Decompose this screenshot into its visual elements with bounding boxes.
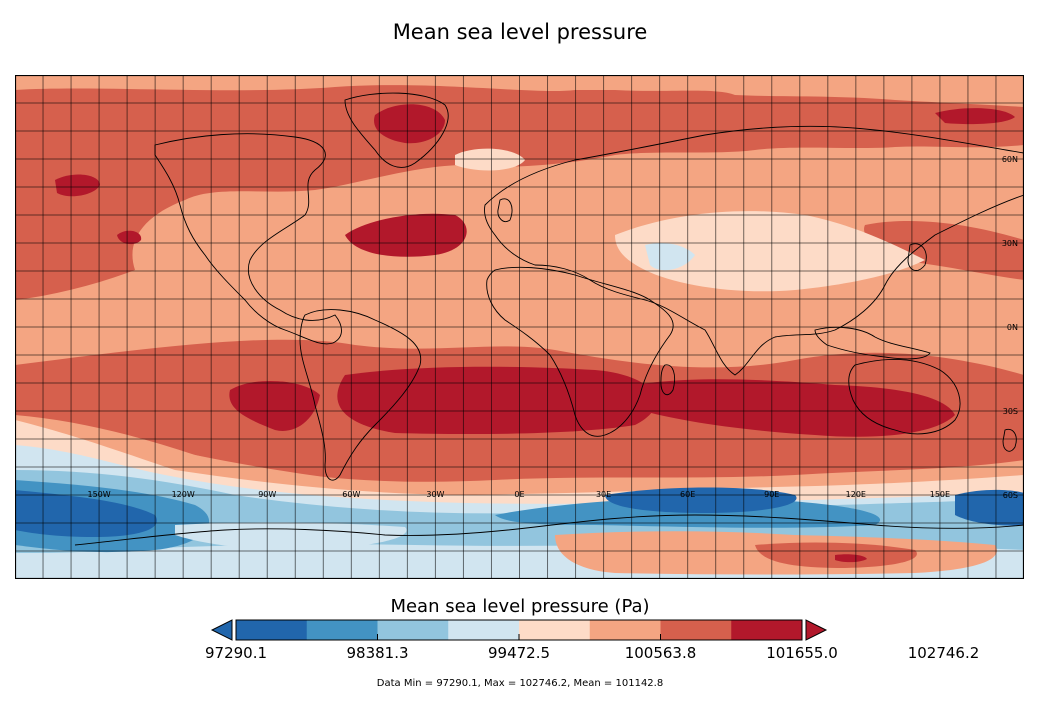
latitude-label: 30S	[1003, 407, 1018, 416]
data-stats: Data Min = 97290.1, Max = 102746.2, Mean…	[376, 678, 664, 689]
colorbar-tick-label: 98381.3	[346, 644, 409, 662]
colorbar-tick-label: 102746.2	[907, 644, 980, 662]
latitude-label: 30N	[1002, 239, 1018, 248]
longitude-label: 120W	[172, 490, 195, 499]
longitude-label: 120E	[846, 490, 866, 499]
pressure-contour-iceland-low	[455, 148, 525, 171]
latitude-labels: 60N 30N 0N 30S 60S	[1002, 155, 1018, 500]
longitude-label: 60W	[342, 490, 360, 499]
coastline-north-america	[154, 133, 342, 345]
longitude-label: 150E	[930, 490, 950, 499]
pressure-map: 150W 120W 90W 60W 30W 0E 30E 60E 90E 120E 150E 60N…	[15, 75, 1024, 579]
longitude-label: 0E	[514, 490, 524, 499]
pressure-contour-arctic-high	[935, 108, 1015, 125]
pressure-contour-south-pacific-high	[229, 380, 320, 431]
coastlines	[74, 92, 1024, 546]
map-title: Mean sea level pressure	[392, 20, 648, 44]
colorbar-tick-label: 99472.5	[487, 644, 551, 662]
colorbar-tick-label: 97290.1	[204, 644, 268, 662]
map-panel: 150W 120W 90W 60W 30W 0E 30E 60E 90E 120E 150E 60N…	[15, 75, 1024, 579]
coastline-new-zealand	[1002, 428, 1017, 452]
pressure-contour-azores-high	[345, 213, 467, 257]
pressure-contour-aleutian-high	[55, 174, 100, 197]
longitude-label: 60E	[680, 490, 695, 499]
map-frame	[15, 75, 1024, 579]
colorbar-over-arrow	[805, 619, 828, 641]
pressure-contour-siberia-low	[864, 220, 1024, 280]
longitude-label: 150W	[87, 490, 110, 499]
coastline-madagascar	[660, 364, 676, 396]
colorbar-segment	[448, 620, 520, 640]
colorbar-segment	[519, 620, 591, 640]
pressure-contour-south-atlantic-high	[337, 366, 656, 435]
longitude-label: 90W	[258, 490, 276, 499]
coastline-africa	[486, 266, 674, 437]
longitude-label: 30W	[426, 490, 444, 499]
colorbar-title: Mean sea level pressure (Pa)	[390, 596, 650, 617]
colorbar-tick-label: 101655.0	[766, 644, 838, 662]
coastline-south-america	[299, 309, 422, 481]
colorbar-segment	[660, 620, 732, 640]
latitude-label: 60S	[1003, 491, 1018, 500]
coastline-japan	[907, 243, 927, 271]
colorbar-segment	[306, 620, 378, 640]
pressure-contour-antarctic-4	[835, 554, 867, 563]
latitude-label: 60N	[1002, 155, 1018, 164]
pressure-contour-arabia-low	[645, 243, 695, 271]
colorbar-segments	[236, 620, 803, 640]
colorbar-tick-labels: 97290.1 98381.3 99472.5 100563.8 101655.0 102…	[0, 644, 1040, 666]
pressure-contour-npac-high	[117, 230, 142, 245]
coastline-australia	[848, 359, 961, 435]
colorbar-segment	[731, 620, 803, 640]
coastline-antarctica	[74, 514, 1024, 546]
pressure-contour-greenland-high	[374, 104, 445, 144]
coastline-maritime-asia	[814, 326, 931, 360]
colorbar-segment	[377, 620, 449, 640]
pressure-contour-southern-ocean-6	[15, 490, 157, 537]
colorbar-under-arrow	[210, 619, 233, 641]
pressure-contour-southern-ocean-8	[955, 489, 1024, 526]
gridlines	[15, 75, 1024, 579]
longitude-label: 90E	[764, 490, 779, 499]
longitude-label: 30E	[596, 490, 611, 499]
latitude-label: 0N	[1007, 323, 1018, 332]
pressure-contour-southern-ocean-7	[605, 487, 797, 513]
colorbar-segment	[236, 620, 308, 640]
coastline-uk	[497, 198, 513, 222]
colorbar-tick-label: 100563.8	[624, 644, 697, 662]
colorbar-segment	[589, 620, 661, 640]
colorbar-tickmarks	[235, 634, 803, 640]
longitude-labels: 150W 120W 90W 60W 30W 0E 30E 60E 90E 120E 150E	[87, 490, 950, 499]
colorbar	[210, 619, 828, 641]
